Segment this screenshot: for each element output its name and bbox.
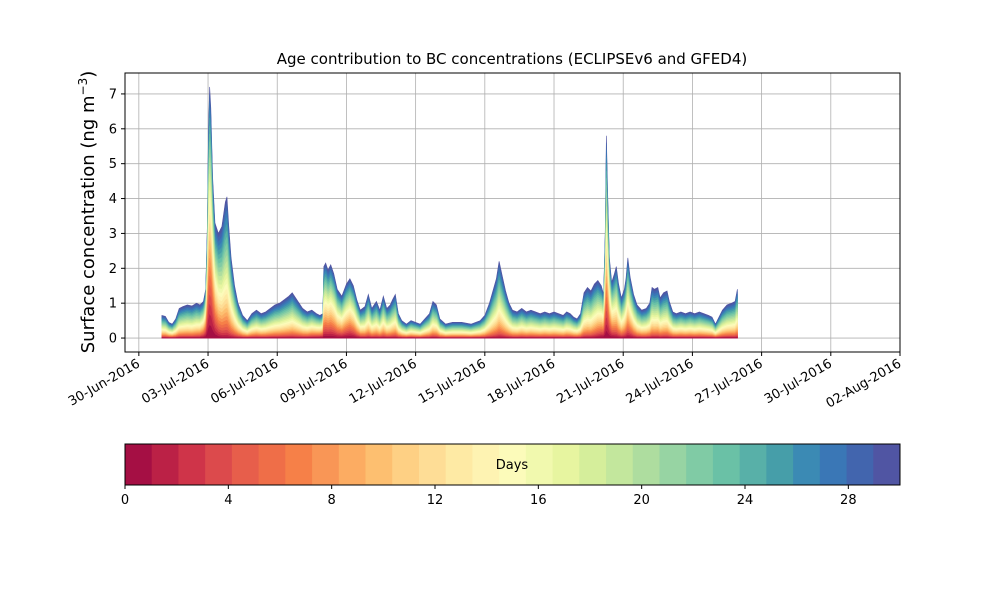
colorbar-segment	[739, 444, 767, 485]
y-tick-label: 1	[109, 297, 117, 312]
colorbar-segment	[258, 444, 286, 485]
chart-title: Age contribution to BC concentrations (E…	[277, 50, 748, 68]
colorbar-tick-label: 12	[427, 493, 444, 508]
x-tick-label: 24-Jul-2016	[624, 356, 697, 407]
y-tick-label: 5	[109, 157, 117, 172]
colorbar-segment	[125, 444, 153, 485]
colorbar-segment	[846, 444, 874, 485]
colorbar-segment	[472, 444, 500, 485]
colorbar-tick-label: 28	[840, 493, 857, 508]
colorbar-label: Days	[496, 458, 529, 473]
colorbar-segment	[312, 444, 340, 485]
y-tick-label: 0	[109, 332, 117, 347]
colorbar-segment	[606, 444, 634, 485]
colorbar-segment	[525, 444, 554, 485]
x-ticks: 30-Jun-201603-Jul-201606-Jul-201609-Jul-…	[66, 352, 904, 412]
colorbar-segment	[552, 444, 580, 485]
colorbar-segment	[178, 444, 206, 485]
colorbar-segment	[205, 444, 233, 485]
colorbar-segment	[766, 444, 794, 485]
colorbar-segment	[712, 444, 741, 485]
x-tick-label: 12-Jul-2016	[347, 356, 420, 407]
y-tick-label: 3	[109, 227, 117, 242]
y-tick-label: 6	[109, 122, 117, 137]
colorbar-tick-label: 0	[121, 493, 129, 508]
area-layers	[161, 86, 738, 339]
axes	[124, 72, 901, 353]
y-axis-label: Surface concentration (ng m−3)	[76, 71, 99, 354]
colorbar-segment	[659, 444, 687, 485]
colorbar-segment	[392, 444, 420, 485]
colorbar	[124, 443, 901, 486]
area-layer-day-20	[161, 149, 738, 339]
colorbar-segment	[686, 444, 714, 485]
y-tick-label: 4	[109, 192, 117, 207]
colorbar-tick-label: 4	[224, 493, 232, 508]
colorbar-tick-label: 24	[737, 493, 754, 508]
colorbar-segment	[365, 444, 393, 485]
area-layer-day-0	[161, 324, 738, 339]
colorbar-tick-label: 20	[633, 493, 650, 508]
x-tick-label: 06-Jul-2016	[208, 356, 281, 407]
x-tick-label: 21-Jul-2016	[554, 356, 627, 407]
x-tick-label: 18-Jul-2016	[485, 356, 558, 407]
colorbar-tick-label: 16	[530, 493, 547, 508]
x-tick-label: 02-Aug-2016	[824, 356, 904, 411]
colorbar-segment	[873, 444, 901, 485]
colorbar-tick-label: 8	[328, 493, 336, 508]
plot-frame	[124, 72, 901, 353]
x-tick-label: 09-Jul-2016	[278, 356, 351, 407]
y-ticks: 0 1 2 3 4 5 6 7	[109, 87, 125, 347]
x-tick-label: 27-Jul-2016	[693, 356, 766, 407]
y-tick-label: 2	[109, 262, 117, 277]
colorbar-segment	[632, 444, 660, 485]
colorbar-segment	[579, 444, 607, 485]
colorbar-segment	[418, 444, 447, 485]
colorbar-segment	[499, 444, 527, 485]
colorbar-segment	[819, 444, 848, 485]
y-tick-label: 7	[109, 87, 117, 102]
colorbar-segment	[338, 444, 367, 485]
x-tick-label: 15-Jul-2016	[416, 356, 489, 407]
x-tick-label: 03-Jul-2016	[139, 356, 212, 407]
colorbar-segment	[231, 444, 260, 485]
colorbar-segment	[285, 444, 313, 485]
colorbar-segment	[445, 444, 473, 485]
colorbar-segment	[151, 444, 179, 485]
colorbar-segment	[793, 444, 821, 485]
colorbar-ticks: 0 4 8 12 16 20 24 28	[121, 485, 857, 508]
area-layer-day-21	[161, 141, 738, 339]
colorbar-frame	[124, 443, 901, 486]
x-tick-label: 30-Jun-2016	[66, 356, 143, 409]
area-layer-day-22	[161, 133, 738, 339]
